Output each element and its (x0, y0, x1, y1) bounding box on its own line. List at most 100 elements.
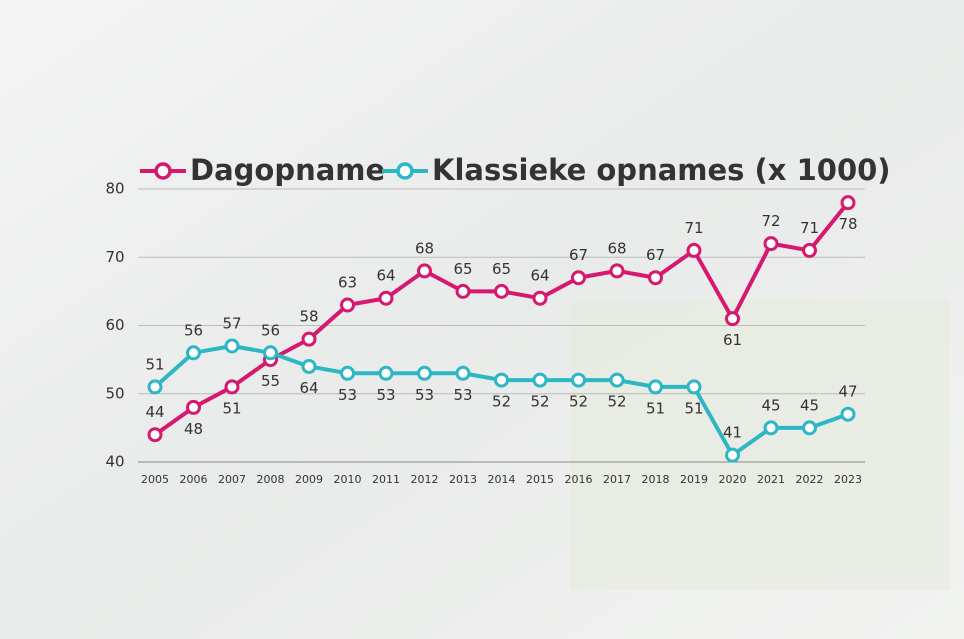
x-tick-label: 2006 (180, 473, 208, 486)
point (149, 381, 161, 393)
data-label: 51 (145, 355, 164, 373)
x-tick-label: 2017 (603, 473, 631, 486)
y-tick-label: 80 (105, 180, 124, 198)
x-tick-label: 2021 (757, 473, 785, 486)
data-label: 55 (261, 372, 280, 390)
point (496, 374, 508, 386)
point (457, 367, 469, 379)
data-label: 44 (145, 403, 164, 421)
point (226, 340, 238, 352)
x-tick-label: 2011 (372, 473, 400, 486)
background-shape (570, 300, 950, 590)
data-label: 65 (453, 260, 472, 278)
data-label: 58 (299, 308, 318, 326)
point (303, 360, 315, 372)
point (342, 299, 354, 311)
x-tick-label: 2009 (295, 473, 323, 486)
point (419, 265, 431, 277)
legend-marker (156, 164, 170, 178)
data-label: 52 (569, 393, 588, 411)
y-tick-label: 50 (105, 384, 124, 402)
data-label: 71 (684, 219, 703, 237)
data-label: 71 (800, 219, 819, 237)
point (804, 244, 816, 256)
x-tick-label: 2013 (449, 473, 477, 486)
point (265, 347, 277, 359)
point (419, 367, 431, 379)
data-label: 48 (184, 420, 203, 438)
point (534, 292, 546, 304)
point (727, 313, 739, 325)
legend-label: Klassieke opnames (x 1000) (432, 153, 891, 187)
data-label: 57 (222, 314, 241, 332)
chart: 40 50 60 70 80 2005 2006 2007 2008 2009 2010 2011 20… (0, 0, 964, 639)
x-tick-label: 2012 (411, 473, 439, 486)
x-tick-label: 2007 (218, 473, 246, 486)
data-label: 51 (646, 399, 665, 417)
point (842, 408, 854, 420)
data-label: 51 (684, 399, 703, 417)
point (650, 272, 662, 284)
point (804, 422, 816, 434)
x-tick-label: 2005 (141, 473, 169, 486)
data-label: 65 (492, 260, 511, 278)
data-label: 53 (415, 386, 434, 404)
point (688, 244, 700, 256)
data-label: 64 (530, 267, 549, 285)
point (688, 381, 700, 393)
x-tick-label: 2020 (719, 473, 747, 486)
legend-label: Dagopname (190, 153, 385, 187)
data-label: 53 (453, 386, 472, 404)
point (765, 238, 777, 250)
point (611, 374, 623, 386)
point (842, 197, 854, 209)
point (303, 333, 315, 345)
point (380, 367, 392, 379)
legend-marker (398, 164, 412, 178)
data-label: 68 (607, 239, 626, 257)
data-label: 64 (299, 379, 318, 397)
data-label: 52 (607, 393, 626, 411)
point (573, 272, 585, 284)
x-tick-label: 2019 (680, 473, 708, 486)
y-tick-label: 40 (105, 453, 124, 471)
y-tick-label: 70 (105, 248, 124, 266)
point (188, 401, 200, 413)
point (534, 374, 546, 386)
data-label: 53 (338, 386, 357, 404)
x-tick-label: 2010 (334, 473, 362, 486)
data-label: 61 (723, 331, 742, 349)
point (226, 381, 238, 393)
point (727, 449, 739, 461)
data-label: 45 (761, 396, 780, 414)
y-tick-label: 60 (105, 316, 124, 334)
data-label: 72 (761, 212, 780, 230)
x-tick-label: 2023 (834, 473, 862, 486)
data-label: 53 (376, 386, 395, 404)
data-label: 56 (261, 321, 280, 339)
point (765, 422, 777, 434)
data-label: 68 (415, 239, 434, 257)
point (496, 285, 508, 297)
data-label: 47 (838, 383, 857, 401)
x-tick-label: 2014 (488, 473, 516, 486)
data-label: 67 (646, 246, 665, 264)
point (380, 292, 392, 304)
data-label: 51 (222, 399, 241, 417)
x-tick-label: 2015 (526, 473, 554, 486)
point (611, 265, 623, 277)
point (188, 347, 200, 359)
data-label: 63 (338, 274, 357, 292)
x-tick-label: 2022 (796, 473, 824, 486)
point (650, 381, 662, 393)
data-label: 41 (723, 424, 742, 442)
data-label: 67 (569, 246, 588, 264)
x-tick-label: 2016 (565, 473, 593, 486)
data-label: 52 (530, 393, 549, 411)
x-tick-label: 2018 (642, 473, 670, 486)
x-tick-label: 2008 (257, 473, 285, 486)
data-label: 64 (376, 267, 395, 285)
point (149, 429, 161, 441)
point (342, 367, 354, 379)
data-label: 78 (838, 215, 857, 233)
